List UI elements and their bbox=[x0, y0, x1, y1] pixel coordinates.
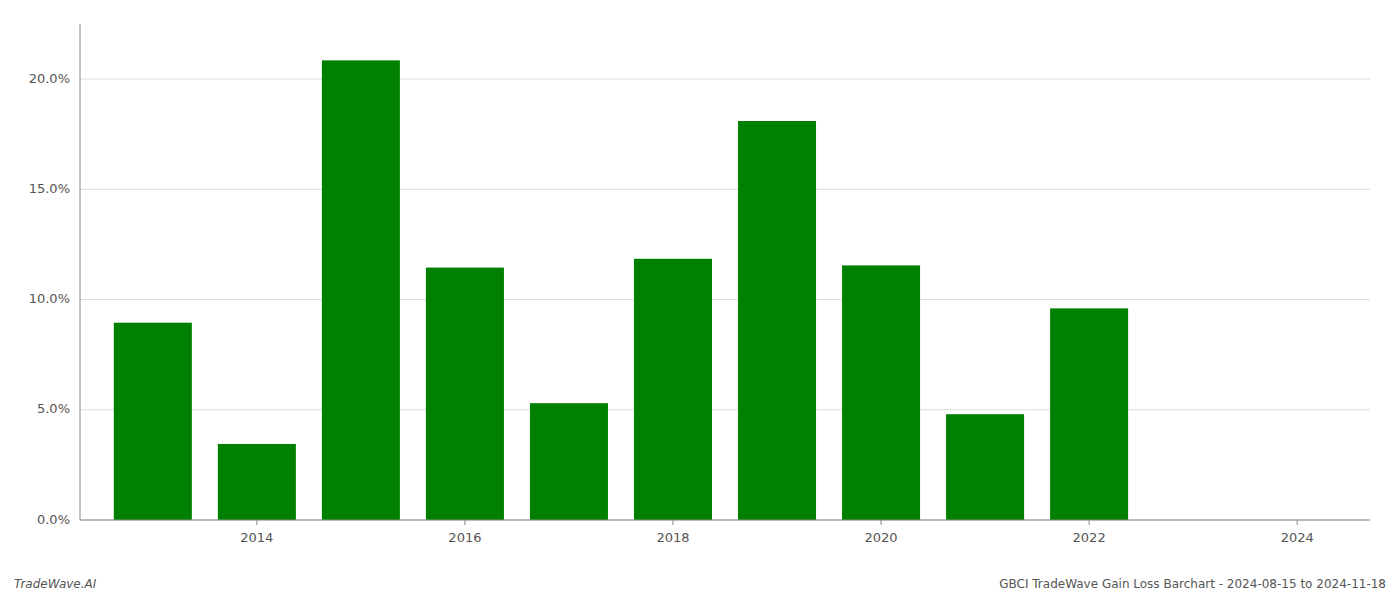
bar bbox=[634, 259, 712, 520]
bar bbox=[218, 444, 296, 520]
footer-text: TradeWave.AI bbox=[14, 577, 97, 591]
x-tick bbox=[672, 520, 673, 525]
grid-line bbox=[80, 79, 1370, 80]
grid-line bbox=[80, 409, 1370, 410]
bar bbox=[1050, 308, 1128, 520]
bar bbox=[322, 60, 400, 520]
background bbox=[0, 0, 1400, 600]
x-axis-line bbox=[80, 520, 1370, 521]
grid-line bbox=[80, 299, 1370, 300]
y-tick-label: 15.0% bbox=[29, 181, 70, 196]
x-tick bbox=[1297, 520, 1298, 525]
x-tick bbox=[1089, 520, 1090, 525]
x-tick bbox=[464, 520, 465, 525]
x-tick-label: 2022 bbox=[1073, 530, 1106, 545]
bar bbox=[842, 265, 920, 520]
x-tick-label: 2024 bbox=[1281, 530, 1314, 545]
x-tick-label: 2016 bbox=[448, 530, 481, 545]
bars bbox=[114, 60, 1128, 520]
chart: 0.0% 5.0% 10.0% 15.0% 20.0% 2014 2016 2018 2020 2… bbox=[0, 0, 1400, 600]
y-axis-line bbox=[80, 24, 81, 520]
footer-text: GBCI TradeWave Gain Loss Barchart - 2024… bbox=[999, 577, 1386, 591]
bar bbox=[946, 414, 1024, 520]
bar bbox=[426, 268, 504, 520]
x-tick bbox=[256, 520, 257, 525]
bar bbox=[530, 403, 608, 520]
grid-line bbox=[80, 189, 1370, 190]
grid bbox=[80, 79, 1370, 520]
x-tick bbox=[881, 520, 882, 525]
grid-line bbox=[80, 520, 1370, 521]
y-tick-label: 0.0% bbox=[37, 512, 70, 527]
y-tick-label: 10.0% bbox=[29, 291, 70, 306]
bar bbox=[114, 323, 192, 520]
y-tick-label: 20.0% bbox=[29, 71, 70, 86]
x-tick-label: 2018 bbox=[656, 530, 689, 545]
bar bbox=[738, 121, 816, 520]
y-tick-label: 5.0% bbox=[37, 401, 70, 416]
x-tick-label: 2014 bbox=[240, 530, 273, 545]
x-tick-label: 2020 bbox=[865, 530, 898, 545]
